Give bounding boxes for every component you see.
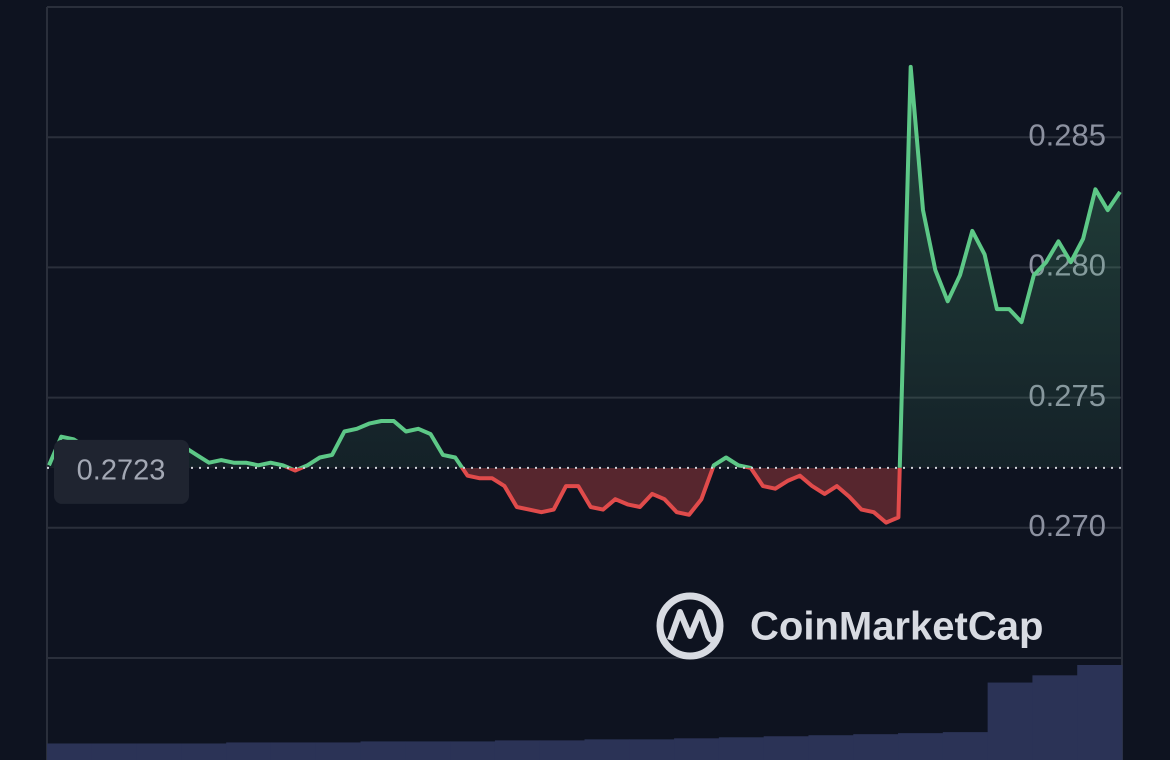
line-down xyxy=(283,467,902,525)
logo-wave xyxy=(667,609,721,643)
watermark-text: CoinMarketCap xyxy=(750,605,1043,649)
volume-bar xyxy=(47,743,93,760)
baseline-label-box xyxy=(54,439,189,504)
volume-bar xyxy=(181,743,227,760)
volume-bar xyxy=(270,742,317,760)
volume-bar xyxy=(226,742,272,760)
volume-bar xyxy=(718,737,765,760)
volume-bar xyxy=(539,740,585,760)
volume-bar xyxy=(853,734,899,760)
volume-bar xyxy=(494,740,541,760)
y-tick-label: 0.285 xyxy=(1028,117,1106,152)
volume-bar xyxy=(584,739,630,760)
volume-bar xyxy=(942,732,989,760)
volume-bar xyxy=(898,733,944,760)
volume-bar xyxy=(405,741,451,760)
volume-bar xyxy=(91,743,138,760)
baseline-label: 0.2723 xyxy=(77,455,166,487)
line-up xyxy=(47,64,1122,468)
y-tick-label: 0.270 xyxy=(1028,508,1106,543)
volume-bar xyxy=(1077,665,1123,760)
volume-bar xyxy=(360,741,406,760)
logo xyxy=(656,592,724,660)
volume-bar xyxy=(450,741,496,760)
volume-bar xyxy=(1032,675,1078,760)
volume-bar xyxy=(315,742,362,760)
plot: 0.2723 xyxy=(47,64,1122,525)
volume-bar xyxy=(674,738,720,760)
watermark: CoinMarketCap xyxy=(656,592,1043,660)
volume-bar xyxy=(763,736,809,760)
volume-bar xyxy=(808,735,854,760)
volume xyxy=(47,665,1123,760)
volume-bar xyxy=(987,682,1033,760)
volume-bar xyxy=(136,743,182,760)
volume-bar xyxy=(629,739,675,760)
